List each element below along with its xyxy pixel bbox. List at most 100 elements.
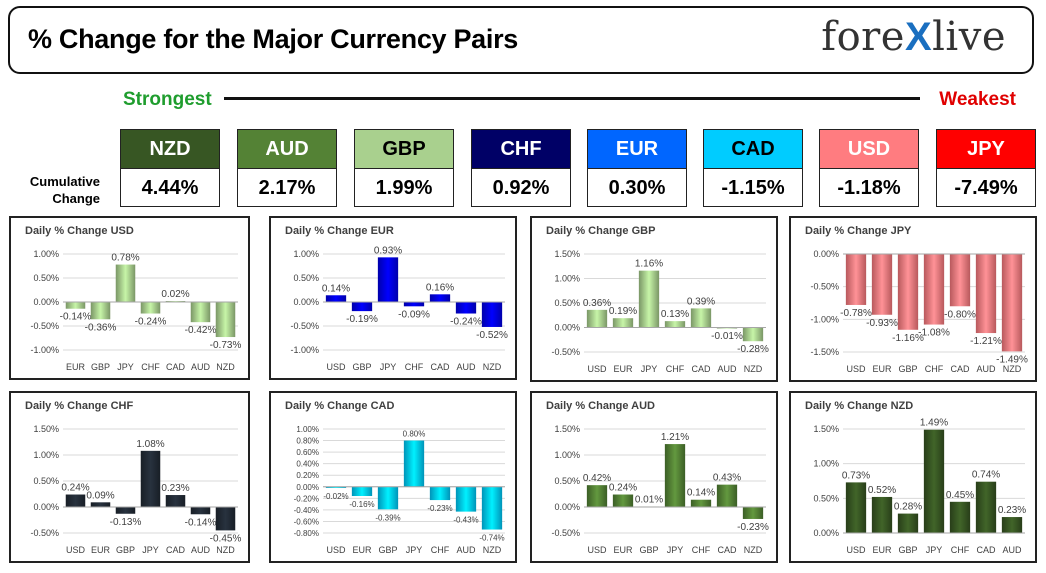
x-category-label: AUD <box>1002 545 1022 555</box>
y-tick-label: 1.50% <box>33 424 59 434</box>
y-tick-label: 1.50% <box>554 424 580 434</box>
bar-usd <box>325 295 347 302</box>
y-tick-label: 0.40% <box>296 460 319 469</box>
bar-gbp <box>115 507 136 514</box>
bar-chf <box>949 501 971 533</box>
page-title: % Change for the Major Currency Pairs <box>28 24 519 54</box>
bar-cad <box>949 254 971 307</box>
bar-eur <box>612 494 634 507</box>
bar-aud <box>190 302 211 323</box>
y-tick-label: 1.00% <box>554 450 580 460</box>
x-category-label: AUD <box>717 364 737 374</box>
data-label: 0.42% <box>583 473 611 484</box>
data-label: -0.93% <box>866 318 898 329</box>
y-tick-label: 1.50% <box>554 249 580 259</box>
y-tick-label: -1.00% <box>290 345 319 355</box>
x-category-label: USD <box>587 364 607 374</box>
x-category-label: GBP <box>378 545 397 555</box>
data-label: -0.14% <box>60 312 92 323</box>
currency-card-value: -7.49% <box>954 177 1018 199</box>
chart-title: Daily % Change CHF <box>25 400 133 412</box>
x-category-label: JPY <box>117 362 134 372</box>
currency-card-name: NZD <box>121 130 219 169</box>
bar-eur <box>871 496 893 533</box>
x-category-label: USD <box>846 545 866 555</box>
data-label: -0.24% <box>450 317 482 328</box>
x-category-label: EUR <box>613 545 633 555</box>
data-label: 0.02% <box>161 289 189 300</box>
x-category-label: USD <box>326 545 346 555</box>
x-category-label: GBP <box>898 545 917 555</box>
x-category-label: CHF <box>141 362 160 372</box>
bar-nzd <box>742 507 764 519</box>
data-label: 0.19% <box>609 306 637 317</box>
data-label: 0.23% <box>161 483 189 494</box>
data-label: 0.09% <box>86 490 114 501</box>
y-tick-label: 0.50% <box>33 476 59 486</box>
y-tick-label: -0.60% <box>294 517 319 526</box>
y-tick-label: 0.50% <box>293 273 319 283</box>
bar-eur <box>871 254 893 315</box>
currency-card-value: 0.30% <box>608 177 666 199</box>
data-label: -0.23% <box>427 504 452 513</box>
bar-cad <box>429 294 451 302</box>
data-label: -0.28% <box>737 344 769 355</box>
data-label: -0.45% <box>210 533 242 544</box>
bar-jpy <box>664 444 686 507</box>
x-category-label: CHF <box>666 364 685 374</box>
y-tick-label: 0.00% <box>554 502 580 512</box>
data-label: -0.52% <box>476 330 508 341</box>
y-tick-label: 0.00% <box>554 323 580 333</box>
bar-aud <box>455 486 477 512</box>
data-label: 0.74% <box>972 470 1000 481</box>
data-label: 0.23% <box>998 505 1026 516</box>
y-tick-label: -0.50% <box>30 321 59 331</box>
currency-card-name: GBP <box>355 130 453 169</box>
x-category-label: CAD <box>976 545 996 555</box>
header-banner: % Change for the Major Currency Pairs fo… <box>8 6 1034 74</box>
bar-chart: Daily % Change JPY 0.00% -0.50% -1.00% -1.50… <box>805 225 1028 374</box>
data-label: -0.23% <box>737 522 769 533</box>
data-label: -1.21% <box>970 336 1002 347</box>
y-tick-label: 1.50% <box>813 424 839 434</box>
y-tick-label: 1.00% <box>33 249 59 259</box>
bar-gbp <box>90 302 111 320</box>
x-category-label: GBP <box>352 362 371 372</box>
x-category-label: CAD <box>717 545 737 555</box>
currency-card-value: -1.18% <box>837 177 901 199</box>
bar-cad <box>716 484 738 507</box>
currency-card-value: 1.99% <box>375 177 433 199</box>
data-label: 0.14% <box>322 283 350 294</box>
currency-card-value: 0.92% <box>492 177 550 199</box>
x-category-label: NZD <box>744 545 763 555</box>
x-category-label: AUD <box>191 545 211 555</box>
x-category-label: CHF <box>925 364 944 374</box>
chart-title: Daily % Change GBP <box>546 225 655 237</box>
x-category-label: EUR <box>352 545 372 555</box>
data-label: -0.02% <box>323 492 348 501</box>
bar-jpy <box>115 264 136 302</box>
bar-eur <box>351 486 373 497</box>
currency-card-cad: CAD -1.15% <box>703 129 803 207</box>
bar-gbp <box>377 486 399 510</box>
data-label: 1.21% <box>661 432 689 443</box>
bar-aud <box>455 302 477 314</box>
y-tick-label: 0.50% <box>813 493 839 503</box>
bar-chart: Daily % Change NZD 1.50% 1.00% 0.50% 0.00% 0.… <box>805 400 1026 555</box>
bar-chf <box>664 321 686 328</box>
data-label: 0.28% <box>894 502 922 513</box>
x-category-label: JPY <box>926 545 943 555</box>
bar-eur <box>65 302 86 309</box>
x-category-label: NZD <box>216 362 235 372</box>
x-category-label: CAD <box>950 364 970 374</box>
x-category-label: CAD <box>691 364 711 374</box>
bar-aud <box>1001 517 1023 533</box>
x-category-label: GBP <box>898 364 917 374</box>
bar-nzd <box>742 327 764 342</box>
y-tick-label: -1.00% <box>810 314 839 324</box>
y-tick-label: -0.50% <box>290 321 319 331</box>
bar-jpy <box>638 270 660 328</box>
y-tick-label: -0.80% <box>294 529 319 538</box>
data-label: 1.49% <box>920 418 948 429</box>
currency-card-usd: USD -1.18% <box>819 129 919 207</box>
